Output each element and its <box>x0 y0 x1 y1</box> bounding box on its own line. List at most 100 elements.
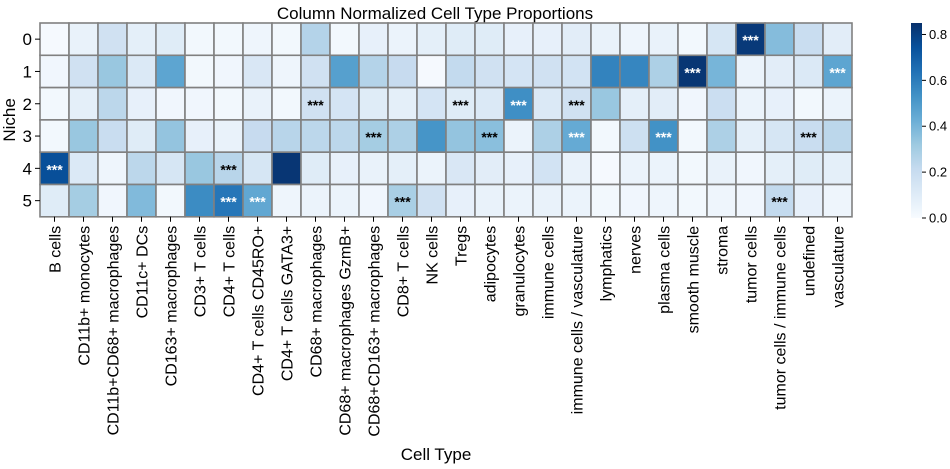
heatmap-cell <box>648 86 679 121</box>
heatmap-cell <box>184 151 215 186</box>
y-tick-label: 3 <box>23 127 32 146</box>
x-tick-label: immune cells / vasculature <box>570 226 587 415</box>
heatmap-cell <box>445 54 476 89</box>
heatmap-cell <box>822 86 853 121</box>
significance-annotation: *** <box>655 129 672 145</box>
heatmap-cell <box>387 119 418 154</box>
heatmap-cell <box>561 119 592 154</box>
heatmap-cell <box>445 22 476 57</box>
heatmap-cell <box>329 183 360 218</box>
heatmap-cell <box>300 183 331 218</box>
significance-annotation: *** <box>742 32 759 48</box>
heatmap-cell <box>561 183 592 218</box>
x-tick-label: CD4+ T cells CD45RO+ <box>251 226 268 396</box>
heatmap-cell <box>532 54 563 89</box>
heatmap-cell <box>97 22 128 57</box>
heatmap-cell <box>329 86 360 121</box>
heatmap-cell <box>793 54 824 89</box>
heatmap-cell <box>329 151 360 186</box>
heatmap-cell <box>532 22 563 57</box>
heatmap-cell <box>532 86 563 121</box>
heatmap-cell <box>706 86 737 121</box>
heatmap-cell <box>677 151 708 186</box>
heatmap-cell <box>358 54 389 89</box>
heatmap-cell <box>590 22 621 57</box>
heatmap-cell <box>764 119 795 154</box>
heatmap-cell <box>648 22 679 57</box>
heatmap-cell <box>300 22 331 57</box>
heatmap-cell <box>184 22 215 57</box>
heatmap-cell <box>97 119 128 154</box>
heatmap-cell <box>358 183 389 218</box>
heatmap-cell <box>242 151 273 186</box>
heatmap-cell <box>155 86 186 121</box>
significance-annotation: *** <box>394 194 411 210</box>
heatmap-cell <box>329 22 360 57</box>
heatmap-cell <box>300 54 331 89</box>
heatmap-cell <box>764 22 795 57</box>
heatmap-cell <box>242 22 273 57</box>
heatmap-cell <box>126 151 157 186</box>
heatmap-cell <box>503 119 534 154</box>
heatmap-cell <box>300 119 331 154</box>
heatmap-cell <box>184 119 215 154</box>
x-tick-label: plasma cells <box>657 226 674 314</box>
heatmap-cell <box>619 22 650 57</box>
y-tick-label: 5 <box>23 192 32 211</box>
x-tick-label: smooth muscle <box>686 226 703 334</box>
heatmap-cell <box>68 54 99 89</box>
colorbar-tick-label: 0.2 <box>929 165 947 180</box>
heatmap-cell <box>706 183 737 218</box>
heatmap-cell <box>503 22 534 57</box>
x-tick-label: B cells <box>48 226 65 273</box>
heatmap-cell <box>474 151 505 186</box>
significance-annotation: *** <box>220 161 237 177</box>
heatmap-cell <box>329 119 360 154</box>
heatmap-cell <box>474 22 505 57</box>
heatmap-cell <box>68 22 99 57</box>
heatmap-cell <box>126 22 157 57</box>
heatmap-cell <box>387 151 418 186</box>
heatmap-cell <box>445 151 476 186</box>
x-tick-label: tumor cells / immune cells <box>773 226 790 410</box>
x-tick-label: CD4+ T cells <box>222 226 239 317</box>
heatmap-cell <box>474 54 505 89</box>
heatmap-cell <box>39 22 70 57</box>
heatmap-cell <box>184 183 215 218</box>
x-tick-label: lymphatics <box>599 226 616 302</box>
heatmap-cell <box>271 54 302 89</box>
heatmap-cell <box>126 86 157 121</box>
heatmap-cell <box>706 151 737 186</box>
heatmap-cell <box>648 54 679 89</box>
heatmap-cell <box>155 119 186 154</box>
heatmap-cell <box>503 151 534 186</box>
significance-annotation: *** <box>249 194 266 210</box>
heatmap-cell <box>358 119 389 154</box>
heatmap-cell <box>242 183 273 218</box>
x-tick-label: tumor cells <box>744 226 761 303</box>
significance-annotation: *** <box>220 194 237 210</box>
heatmap-cell <box>793 22 824 57</box>
colorbar-tick-label: 0.0 <box>929 211 947 226</box>
heatmap-cell <box>822 183 853 218</box>
heatmap-cell <box>735 54 766 89</box>
heatmap-cell <box>126 119 157 154</box>
heatmap-cell <box>387 86 418 121</box>
x-tick-label: vasculature <box>831 226 848 308</box>
y-tick-label: 1 <box>23 62 32 81</box>
heatmap-cell <box>445 119 476 154</box>
y-axis-label: Niche <box>0 98 19 141</box>
x-tick-label: CD68+ macrophages <box>309 226 326 378</box>
heatmap-cell <box>764 54 795 89</box>
heatmap-cell <box>358 22 389 57</box>
heatmap-cell <box>271 119 302 154</box>
heatmap-cell <box>68 119 99 154</box>
heatmap-cell <box>358 86 389 121</box>
heatmap-cell <box>39 119 70 154</box>
colorbar-tick-label: 0.8 <box>929 27 947 42</box>
heatmap-cell <box>619 183 650 218</box>
heatmap-cell <box>735 119 766 154</box>
heatmap-cell <box>97 86 128 121</box>
heatmap-cell <box>706 54 737 89</box>
